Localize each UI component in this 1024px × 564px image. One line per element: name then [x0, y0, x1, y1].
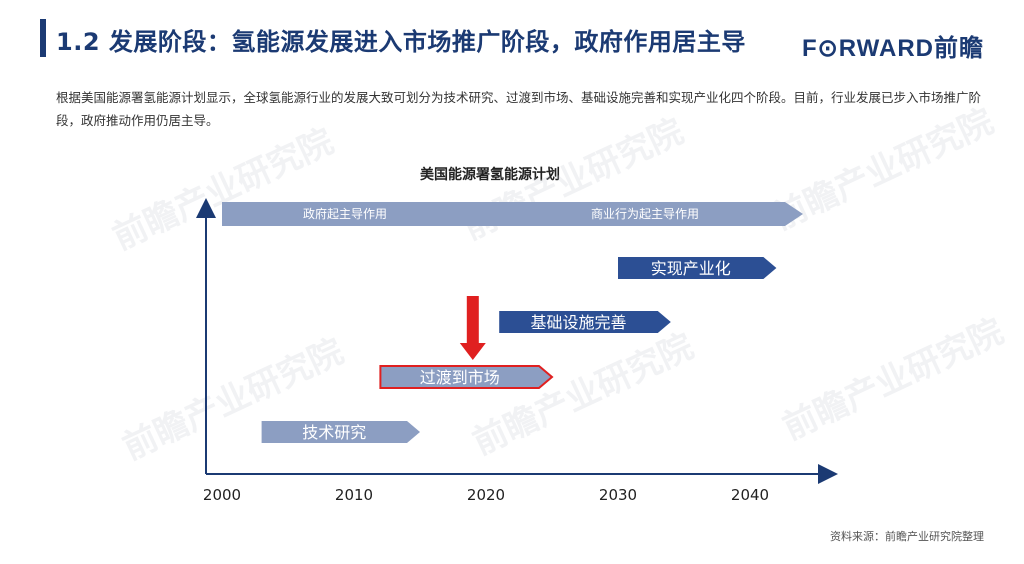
stage-arrow — [618, 257, 777, 279]
stage-label: 实现产业化 — [651, 259, 731, 278]
x-tick-label: 2040 — [731, 486, 769, 504]
dominance-left-label: 政府起主导作用 — [303, 206, 387, 221]
x-tick-label: 2010 — [335, 486, 373, 504]
stage-1: 技术研究 — [261, 421, 420, 443]
title-accent-bar — [40, 19, 46, 57]
intro-paragraph: 根据美国能源署氢能源计划显示，全球氢能源行业的发展大致可划分为技术研究、过渡到市… — [56, 90, 982, 128]
stage-arrow — [261, 421, 420, 443]
down-arrow-icon — [459, 296, 486, 360]
dominance-arrow — [222, 202, 803, 226]
brand-logo: F⊙RWARD前瞻 — [802, 35, 984, 62]
x-tick-label: 2000 — [203, 486, 241, 504]
stage-2: 过渡到市场 — [379, 365, 554, 389]
page-title: 1.2 发展阶段：氢能源发展进入市场推广阶段，政府作用居主导 — [56, 28, 746, 56]
stage-label: 技术研究 — [302, 423, 366, 442]
watermark-1: 前瞻产业研究院 — [107, 121, 340, 258]
x-tick-label: 2030 — [599, 486, 637, 504]
stage-arrow — [379, 365, 554, 389]
watermark-3: 前瞻产业研究院 — [767, 101, 1000, 238]
stages-layer: 技术研究 过渡到市场 基础设施完善 实现产业化 — [261, 257, 777, 443]
stage-4: 实现产业化 — [618, 257, 777, 279]
dominance-right-label: 商业行为起主导作用 — [591, 206, 699, 221]
current-stage-marker — [459, 296, 486, 360]
stage-arrow — [499, 311, 671, 333]
x-tick-label: 2020 — [467, 486, 505, 504]
watermark-4: 前瞻产业研究院 — [117, 331, 350, 468]
stage-label: 过渡到市场 — [420, 368, 500, 387]
x-ticks-layer: 2000 2010 2020 2030 2040 — [203, 486, 769, 504]
watermark-5: 前瞻产业研究院 — [467, 326, 700, 463]
watermark-6: 前瞻产业研究院 — [777, 311, 1010, 448]
stage-3: 基础设施完善 — [499, 311, 671, 333]
watermark-2: 前瞻产业研究院 — [457, 111, 690, 248]
stage-label: 基础设施完善 — [530, 313, 626, 332]
watermarks: 前瞻产业研究院 前瞻产业研究院 前瞻产业研究院 前瞻产业研究院 前瞻产业研究院 … — [107, 101, 1010, 468]
diagram-title: 美国能源署氢能源计划 — [420, 167, 560, 183]
source-note: 资料来源：前瞻产业研究院整理 — [830, 530, 984, 543]
